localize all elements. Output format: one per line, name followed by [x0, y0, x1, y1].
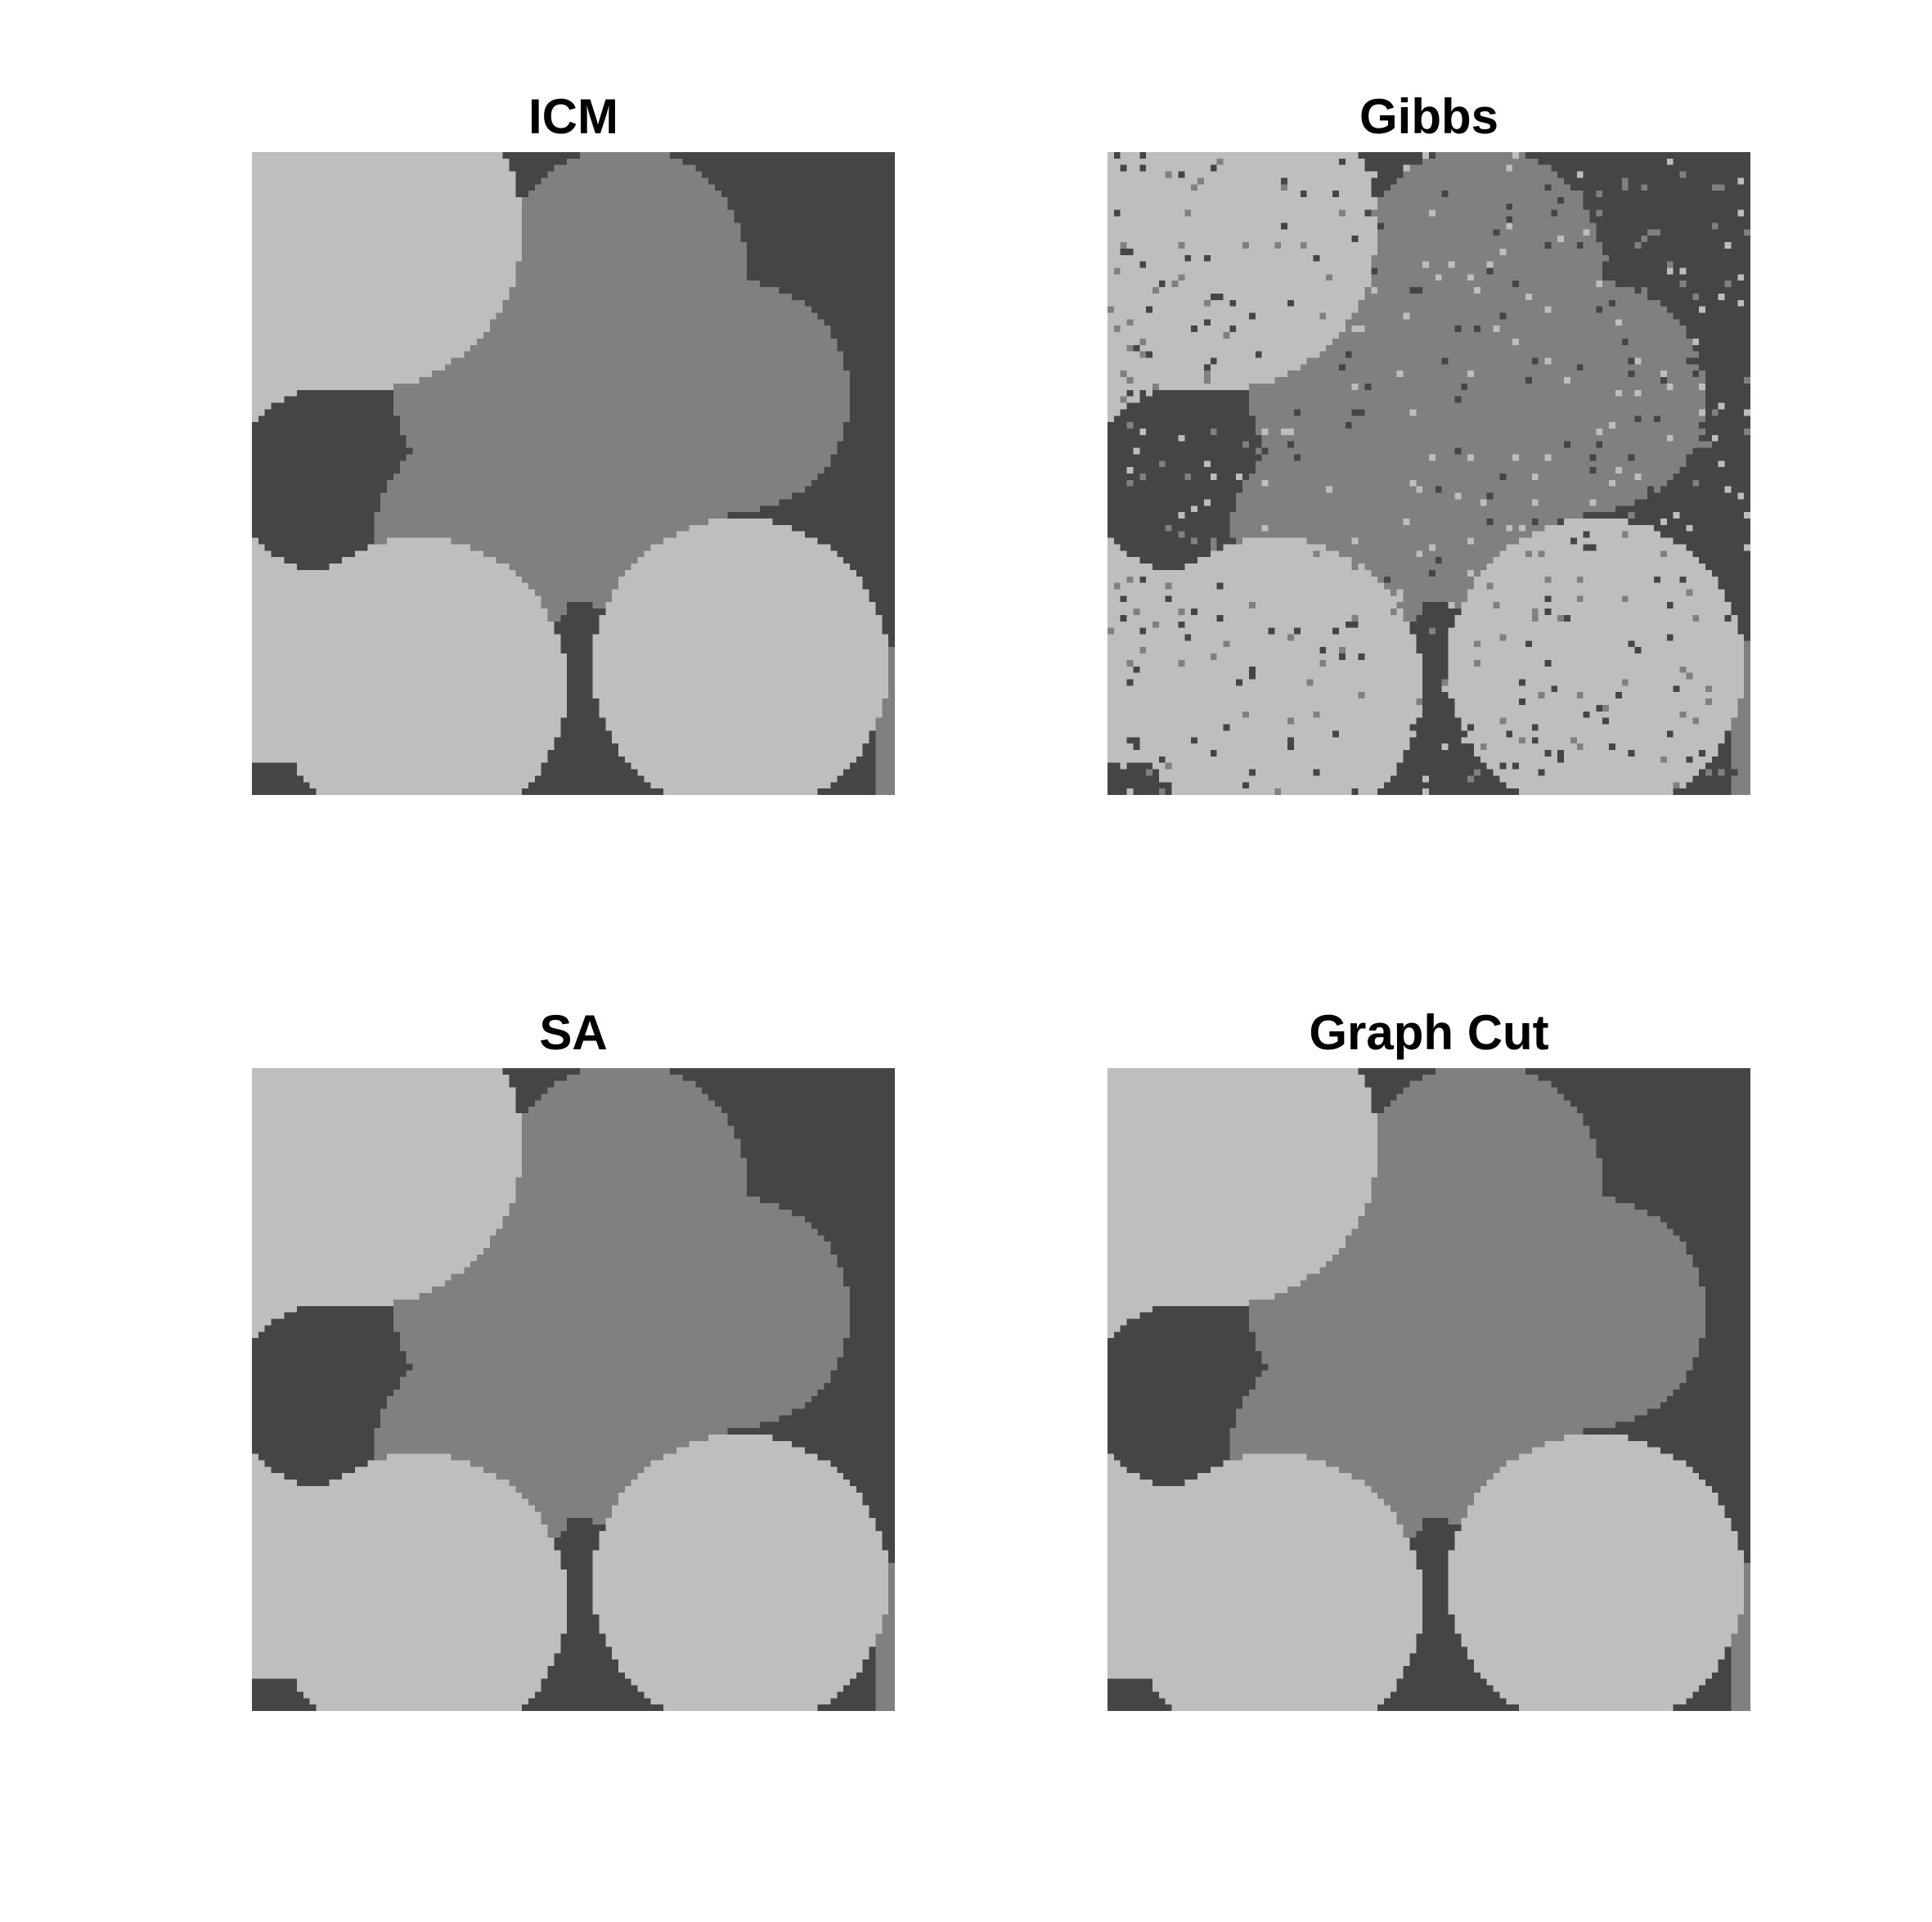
- segmentation-image-sa: [252, 1068, 895, 1711]
- segmentation-image-gibbs: [1108, 152, 1750, 795]
- panel-title-graph-cut: Graph Cut: [1309, 1005, 1549, 1060]
- segmentation-image-icm: [252, 152, 895, 795]
- panel-sa: SA: [252, 1005, 895, 1711]
- segmentation-image-graph-cut: [1108, 1068, 1750, 1711]
- panel-gc: Graph Cut: [1108, 1005, 1750, 1711]
- panel-title-gibbs: Gibbs: [1359, 89, 1498, 144]
- panel-title-sa: SA: [539, 1005, 608, 1060]
- panel-gibbs: Gibbs: [1108, 89, 1750, 795]
- panel-icm: ICM: [252, 89, 895, 795]
- panel-title-icm: ICM: [528, 89, 618, 144]
